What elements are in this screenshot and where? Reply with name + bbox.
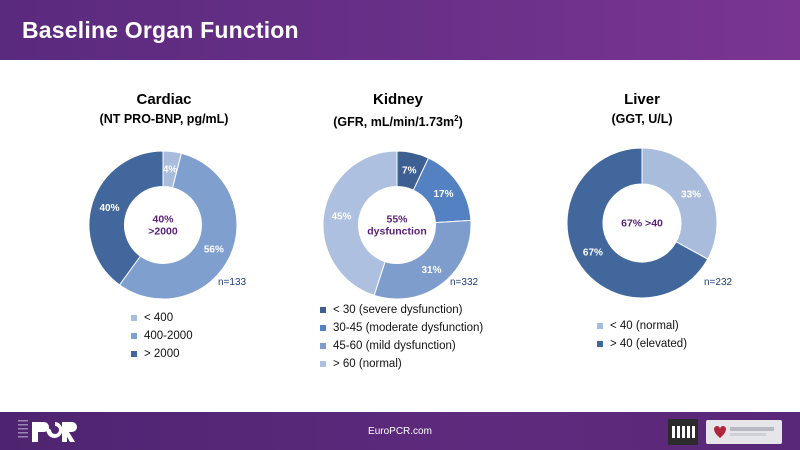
liver-legend-swatch-0 bbox=[597, 323, 603, 329]
kidney-donut-chart: 7% 17% 31% 45% 55%dysfunction bbox=[322, 150, 472, 300]
liver-legend: < 40 (normal) > 40 (elevated) bbox=[597, 317, 687, 353]
partner-logo bbox=[706, 420, 782, 444]
kidney-heading: Kidney (GFR, mL/min/1.73m2) bbox=[268, 90, 528, 131]
liver-slice-1 bbox=[566, 147, 709, 299]
liver-legend-label-1: > 40 (elevated) bbox=[610, 338, 688, 350]
cardiac-legend-label-2: > 2000 bbox=[144, 348, 180, 360]
kidney-center-label-1: dysfunction bbox=[367, 226, 427, 238]
liver-legend-label-0: < 40 (normal) bbox=[610, 320, 679, 332]
liver-slice-label-0: 33% bbox=[681, 189, 701, 200]
kidney-legend-swatch-2 bbox=[320, 343, 326, 349]
kidney-legend-label-1: 30-45 (moderate dysfunction) bbox=[333, 322, 484, 334]
kidney-slice-label-2: 31% bbox=[421, 265, 441, 276]
cardiac-legend-item-2: > 2000 bbox=[131, 345, 193, 363]
kidney-legend-swatch-0 bbox=[320, 307, 326, 313]
europcr-logo-icon bbox=[18, 420, 77, 442]
kidney-legend-item-0: < 30 (severe dysfunction) bbox=[320, 301, 483, 319]
cardiac-donut-chart: 4%56%40%40%>2000 bbox=[88, 150, 238, 300]
liver-title: Liver bbox=[624, 91, 660, 108]
kidney-subtitle-main: (GFR, mL/min/1.73m bbox=[333, 115, 455, 130]
cardiac-legend-item-1: 400-2000 bbox=[131, 327, 193, 345]
kidney-legend-swatch-1 bbox=[320, 325, 326, 331]
kidney-slice-label-0: 7% bbox=[402, 166, 417, 177]
cardiac-legend-label-0: < 400 bbox=[144, 312, 174, 324]
kidney-legend-swatch-3 bbox=[320, 361, 326, 367]
liver-slice-label-1: 67% bbox=[583, 248, 603, 259]
kidney-legend-item-3: > 60 (normal) bbox=[320, 355, 483, 373]
cardiac-title: Cardiac bbox=[136, 91, 192, 108]
cardiac-slice-label-1: 56% bbox=[204, 244, 224, 255]
liver-legend-swatch-1 bbox=[597, 341, 603, 347]
cardiac-legend-swatch-0 bbox=[131, 315, 137, 321]
partner-heart-icon bbox=[714, 426, 774, 438]
kidney-legend-label-3: > 60 (normal) bbox=[333, 358, 402, 370]
cardiac-slice-label-2: 40% bbox=[100, 203, 120, 214]
kidney-legend-item-1: 30-45 (moderate dysfunction) bbox=[320, 319, 483, 337]
cardiac-slice-label-0: 4% bbox=[163, 165, 178, 176]
cardiac-slice-2 bbox=[88, 150, 164, 286]
liver-heading: Liver (GGT, U/L) bbox=[512, 90, 772, 128]
liver-slice-0 bbox=[641, 147, 718, 260]
cardiac-legend-item-0: < 400 bbox=[131, 309, 193, 327]
cardiac-heading: Cardiac (NT PRO-BNP, pg/mL) bbox=[34, 90, 294, 128]
kidney-legend: < 30 (severe dysfunction) 30-45 (moderate… bbox=[320, 301, 483, 373]
kidney-subtitle-end: ) bbox=[458, 115, 463, 130]
liver-legend-item-0: < 40 (normal) bbox=[597, 317, 687, 335]
kidney-slice-label-3: 45% bbox=[331, 212, 351, 223]
cardiac-center-label-1: >2000 bbox=[148, 226, 178, 238]
kidney-subtitle: (GFR, mL/min/1.73m2) bbox=[268, 110, 528, 131]
cardiac-legend-label-1: 400-2000 bbox=[144, 330, 193, 342]
kidney-legend-label-0: < 30 (severe dysfunction) bbox=[333, 304, 463, 316]
liver-donut-chart: 33% 67% 67% >40 bbox=[566, 147, 718, 299]
kidney-slice-2 bbox=[373, 219, 472, 300]
cardiac-legend-swatch-1 bbox=[131, 333, 137, 339]
footer-website: EuroPCR.com bbox=[368, 426, 432, 437]
cardiac-slice-1 bbox=[118, 152, 238, 300]
kidney-legend-item-2: 45-60 (mild dysfunction) bbox=[320, 337, 483, 355]
kidney-n-label: n=332 bbox=[450, 277, 479, 288]
footer-bar: EuroPCR.com bbox=[0, 412, 800, 450]
kidney-title: Kidney bbox=[372, 91, 423, 108]
liver-subtitle: (GGT, U/L) bbox=[611, 112, 673, 126]
cardiac-subtitle: (NT PRO-BNP, pg/mL) bbox=[99, 112, 229, 126]
cardiac-legend-swatch-2 bbox=[131, 351, 137, 357]
title-bar: Baseline Organ Function bbox=[0, 0, 800, 60]
kidney-subtitle-sup: 2 bbox=[454, 114, 459, 123]
cardiac-center-label-0: 40% bbox=[152, 214, 174, 226]
pcr-mark-icon bbox=[668, 419, 698, 445]
cardiac-legend: < 400 400-2000 > 2000 bbox=[131, 309, 193, 363]
cardiac-n-label: n=133 bbox=[218, 277, 247, 288]
kidney-slice-label-1: 17% bbox=[434, 189, 454, 200]
slide-title: Baseline Organ Function bbox=[22, 17, 299, 43]
liver-n-label: n=232 bbox=[704, 277, 733, 288]
liver-legend-item-1: > 40 (elevated) bbox=[597, 335, 687, 353]
liver-center-label-0: 67% >40 bbox=[621, 218, 663, 230]
kidney-slice-3 bbox=[322, 150, 398, 297]
kidney-center-label-0: 55% bbox=[386, 214, 408, 226]
kidney-legend-label-2: 45-60 (mild dysfunction) bbox=[333, 340, 456, 352]
